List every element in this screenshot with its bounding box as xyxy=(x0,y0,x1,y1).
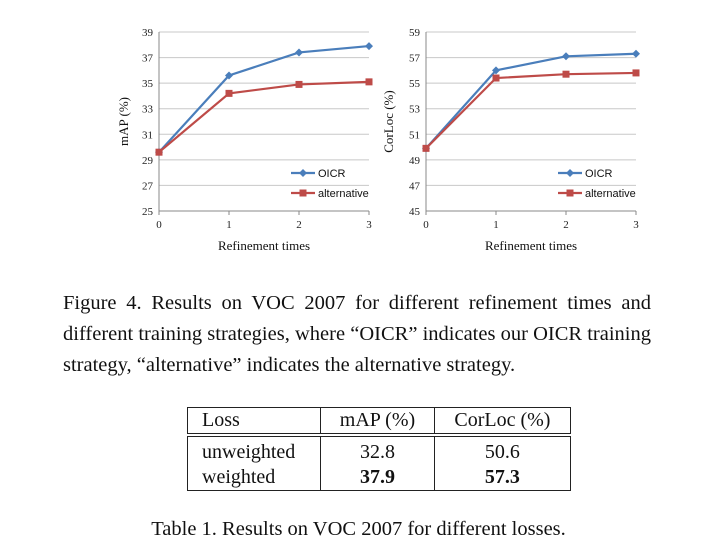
data-point xyxy=(632,49,640,58)
y-tick-label: 37 xyxy=(142,53,154,65)
y-axis-label: CorLoc (%) xyxy=(381,90,396,152)
y-tick-label: 31 xyxy=(142,129,153,141)
cell-corloc: 50.6 xyxy=(433,435,572,465)
y-tick-label: 33 xyxy=(142,104,154,116)
x-axis-label: Refinement times xyxy=(218,238,310,253)
legend-label: OICR xyxy=(318,168,346,180)
data-point xyxy=(225,71,233,80)
legend-label: OICR xyxy=(585,168,613,180)
header-map: mAP (%) xyxy=(320,407,435,435)
x-tick-label: 0 xyxy=(423,219,429,231)
y-tick-label: 49 xyxy=(409,155,421,167)
x-tick-label: 2 xyxy=(563,219,569,231)
data-point xyxy=(632,69,640,77)
data-point xyxy=(422,144,430,152)
data-point xyxy=(562,70,570,78)
series-line-alternative xyxy=(425,71,637,150)
chart-2: 45 47 49 51 53 55 57 59 0 1 2 3 Refinement times CorL… xyxy=(381,27,640,253)
y-tick-label: 29 xyxy=(142,155,154,167)
data-point xyxy=(562,52,570,61)
table-row: weighted 37.9 57.3 xyxy=(186,465,572,491)
legend-label: alternative xyxy=(585,188,636,200)
y-tick-label: 39 xyxy=(142,27,154,39)
table-caption: Table 1. Results on VOC 2007 for differe… xyxy=(151,518,566,540)
cell-map: 37.9 xyxy=(320,465,435,491)
data-point xyxy=(365,78,373,86)
data-point xyxy=(155,148,163,156)
legend-marker xyxy=(299,169,307,177)
y-tick-label: 25 xyxy=(142,206,154,218)
x-tick-label: 2 xyxy=(296,219,302,231)
figure-caption: Figure 4. Results on VOC 2007 for differ… xyxy=(63,292,651,376)
x-tick-label: 1 xyxy=(226,219,232,231)
y-axis-label: mAP (%) xyxy=(116,97,131,146)
x-axis-label: Refinement times xyxy=(485,238,577,253)
header-corloc: CorLoc (%) xyxy=(433,407,572,435)
series-line-alternative xyxy=(158,80,370,154)
x-tick-label: 0 xyxy=(156,219,162,231)
series-line-oicr xyxy=(425,52,637,150)
cell-map: 32.8 xyxy=(320,435,435,465)
y-tick-label: 51 xyxy=(409,129,420,141)
legend-marker xyxy=(566,169,574,177)
legend-marker xyxy=(566,189,574,197)
y-tick-label: 27 xyxy=(142,180,154,192)
header-loss: Loss xyxy=(186,407,322,435)
x-tick-label: 3 xyxy=(366,219,372,231)
legend-marker xyxy=(299,189,307,197)
data-point xyxy=(225,89,233,97)
cell-corloc: 57.3 xyxy=(433,465,572,491)
data-point xyxy=(492,66,500,75)
table-header-row: Loss mAP (%) CorLoc (%) xyxy=(186,407,572,435)
table-row: unweighted 32.8 50.6 xyxy=(186,435,572,465)
y-tick-label: 59 xyxy=(409,27,421,39)
y-tick-label: 57 xyxy=(409,53,421,65)
series-line-oicr xyxy=(158,44,370,153)
y-tick-label: 47 xyxy=(409,180,421,192)
cell-loss: weighted xyxy=(186,465,322,491)
results-table: Loss mAP (%) CorLoc (%) unweighted 32.8 … xyxy=(186,407,572,491)
y-tick-label: 35 xyxy=(142,78,154,90)
data-point xyxy=(295,80,303,88)
x-tick-label: 3 xyxy=(633,219,639,231)
data-point xyxy=(295,48,303,57)
y-tick-label: 45 xyxy=(409,206,421,218)
legend-label: alternative xyxy=(318,188,369,200)
chart-1: 25 27 29 31 33 35 37 39 0 1 2 3 Refinement times mAP … xyxy=(116,27,373,253)
y-tick-label: 55 xyxy=(409,78,421,90)
data-point xyxy=(492,74,500,82)
x-tick-label: 1 xyxy=(493,219,499,231)
data-point xyxy=(365,42,373,51)
y-tick-label: 53 xyxy=(409,104,421,116)
cell-loss: unweighted xyxy=(186,435,322,465)
